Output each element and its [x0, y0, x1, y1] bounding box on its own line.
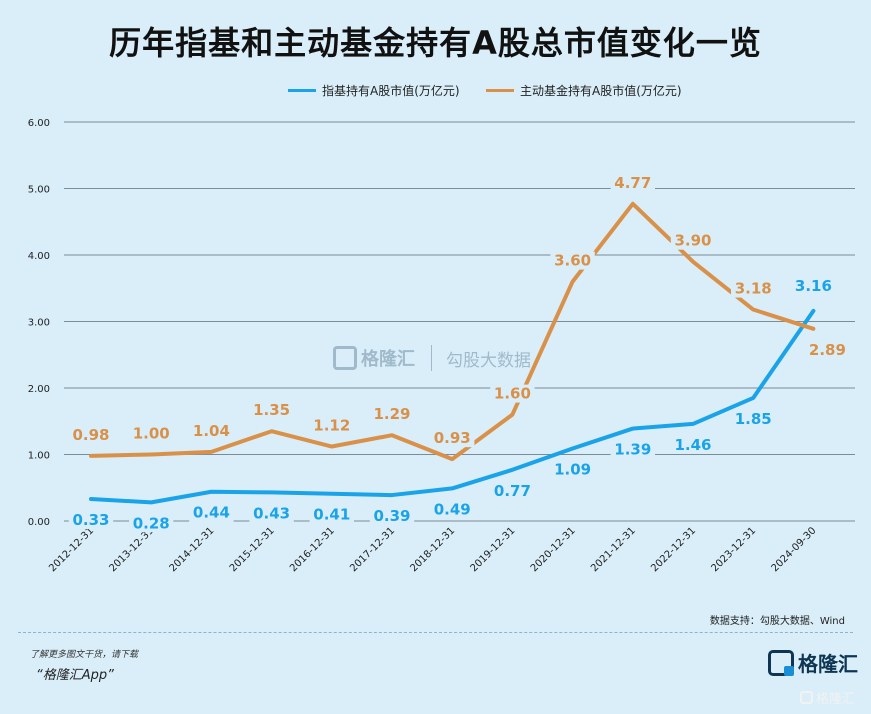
data-label-bg [670, 435, 716, 454]
data-label-index-fund: 0.39 [373, 507, 410, 525]
data-source: 数据支持：勾股大数据、Wind [709, 616, 845, 627]
x-tick-label: 2022-12-31 [649, 525, 698, 574]
footer-app-name: “格隆汇App” [36, 668, 114, 683]
x-tick-label: 2023-12-31 [709, 525, 758, 574]
watermark-brand: 格隆汇 [361, 349, 415, 370]
data-label-index-fund: 0.33 [72, 511, 109, 529]
data-label-index-fund: 0.28 [133, 514, 170, 532]
brand-logo-icon [768, 649, 794, 676]
data-label-bg [430, 429, 475, 448]
data-label-bg [550, 460, 595, 479]
data-label-bg [369, 405, 415, 424]
x-tick-label: 2024-09-30 [770, 525, 819, 574]
data-label-active-fund: 2.89 [809, 341, 846, 359]
data-label-active-fund: 1.35 [253, 401, 290, 419]
data-label-index-fund: 0.43 [253, 504, 290, 522]
data-label-index-fund: 1.39 [614, 441, 651, 459]
data-label-index-fund: 1.85 [735, 410, 772, 428]
data-label-active-fund: 0.98 [72, 426, 109, 444]
legend-swatch-index-fund [288, 89, 316, 92]
data-label-bg [550, 251, 595, 270]
corner-tag: 格隆汇 [800, 688, 855, 707]
data-label-active-fund: 1.29 [373, 405, 410, 423]
series-line-index-fund [89, 308, 816, 505]
watermark: 格隆汇 勾股大数据 [333, 345, 531, 371]
data-label-index-fund: 0.49 [434, 500, 471, 518]
data-label-bg [430, 500, 475, 519]
data-label-index-fund: 1.46 [674, 436, 711, 454]
data-label-bg [309, 416, 354, 435]
data-label-bg [249, 504, 294, 523]
x-tick-label: 2013-12-31 [107, 525, 156, 574]
watermark-logo-icon [333, 346, 357, 370]
data-label-active-fund: 1.04 [193, 422, 230, 440]
data-label-active-fund: 0.93 [434, 429, 471, 447]
data-label-bg [490, 481, 535, 500]
x-tick-label: 2019-12-31 [469, 525, 518, 574]
legend-swatch-active-fund [486, 89, 514, 92]
data-label-index-fund: 0.77 [494, 482, 531, 500]
data-label-bg [189, 421, 234, 440]
brand-logo: 格隆汇 [768, 648, 858, 677]
data-label-active-fund: 1.60 [494, 385, 531, 403]
y-tick-label: 3.00 [28, 318, 50, 329]
legend-item-index-fund: 指基持有A股市值(万亿元) [288, 82, 460, 99]
watermark-partner: 勾股大数据 [446, 350, 531, 371]
data-label-index-fund: 3.16 [795, 277, 832, 295]
data-label-active-fund: 3.90 [674, 232, 711, 250]
data-label-bg [791, 276, 836, 295]
data-label-bg [68, 425, 114, 444]
corner-tag-label: 格隆汇 [816, 692, 856, 707]
data-label-active-fund: 1.00 [133, 425, 170, 443]
x-tick-label: 2016-12-31 [288, 525, 337, 574]
data-label-index-fund: 1.09 [554, 461, 591, 479]
data-label-active-fund: 3.18 [735, 280, 772, 298]
footer-divider [18, 632, 853, 634]
data-label-bg [731, 409, 776, 428]
data-label-index-fund: 0.41 [313, 506, 350, 524]
data-label-bg [129, 514, 174, 533]
series-line-active-fund [89, 201, 816, 462]
legend-item-active-fund: 主动基金持有A股市值(万亿元) [486, 82, 682, 99]
data-label-bg [610, 173, 655, 192]
corner-logo-icon [800, 691, 813, 704]
data-label-bg [490, 384, 535, 403]
legend-label-active-fund: 主动基金持有A股市值(万亿元) [520, 84, 682, 98]
x-tick-label: 2012-12-31 [47, 525, 96, 574]
data-label-active-fund: 1.12 [313, 417, 350, 435]
data-label-bg [68, 511, 114, 530]
x-tick-label: 2017-12-31 [348, 525, 397, 574]
data-label-bg [731, 279, 776, 298]
data-label-active-fund: 4.77 [614, 174, 651, 192]
data-label-bg [129, 424, 174, 443]
data-label-bg [309, 505, 354, 524]
y-tick-label: 5.00 [28, 185, 50, 196]
watermark-separator [431, 345, 432, 371]
y-tick-label: 4.00 [28, 251, 50, 262]
x-tick-label: 2018-12-31 [408, 525, 457, 574]
y-tick-label: 0.00 [28, 517, 50, 528]
y-tick-label: 2.00 [28, 384, 50, 395]
data-label-bg [610, 440, 655, 459]
data-label-bg [189, 503, 234, 522]
data-label-bg [670, 231, 716, 250]
data-label-bg [249, 401, 294, 420]
y-tick-label: 6.00 [28, 118, 50, 129]
footer-note: 了解更多图文干货，请下载 [30, 650, 139, 660]
x-tick-label: 2015-12-31 [228, 525, 277, 574]
x-tick-label: 2014-12-31 [168, 525, 217, 574]
legend-label-index-fund: 指基持有A股市值(万亿元) [322, 84, 460, 98]
data-label-active-fund: 3.60 [554, 252, 591, 270]
chart-legend: 指基持有A股市值(万亿元) 主动基金持有A股市值(万亿元) [0, 82, 871, 102]
chart-title: 历年指基和主动基金持有A股总市值变化一览 [109, 24, 762, 62]
x-tick-label: 2020-12-31 [529, 525, 578, 574]
data-label-bg [805, 340, 850, 359]
brand-name: 格隆汇 [798, 652, 858, 676]
x-tick-label: 2021-12-31 [589, 525, 638, 574]
y-tick-label: 1.00 [28, 451, 50, 462]
data-label-index-fund: 0.44 [193, 504, 230, 522]
data-label-bg [369, 507, 415, 526]
